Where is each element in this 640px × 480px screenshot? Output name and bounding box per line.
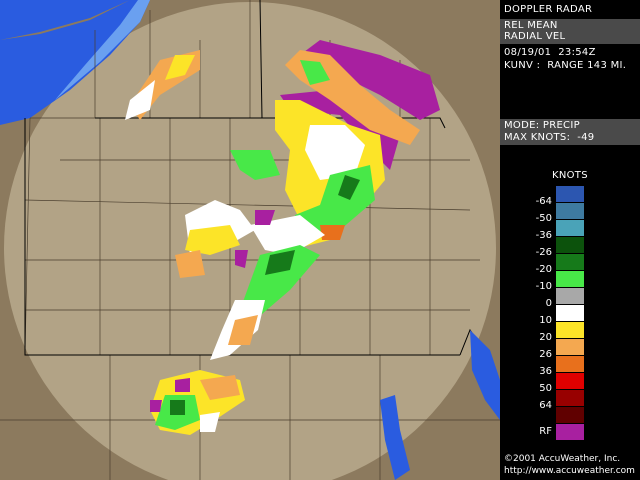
legend-label: -64 xyxy=(535,196,552,207)
datetime: 08/19/01 23:54Z xyxy=(504,47,596,58)
legend-swatch xyxy=(556,373,584,389)
legend-swatch xyxy=(556,186,584,202)
legend-swatch xyxy=(556,407,584,423)
state-boundaries xyxy=(24,0,481,356)
legend-label: 64 xyxy=(539,400,552,411)
legend-swatch xyxy=(556,390,584,406)
max-knots: MAX KNOTS: -49 xyxy=(504,132,595,143)
legend-label: 50 xyxy=(539,383,552,394)
product-line2: RADIAL VEL xyxy=(504,31,566,42)
legend-label: 26 xyxy=(539,349,552,360)
copyright: ©2001 AccuWeather, Inc. xyxy=(504,454,621,464)
legend-swatch xyxy=(556,220,584,236)
legend-label: -50 xyxy=(535,213,552,224)
lake-erie-shallow xyxy=(55,0,150,100)
legend-label: 0 xyxy=(545,298,552,309)
chesapeake-bay xyxy=(380,395,410,480)
legend-swatch xyxy=(556,322,584,338)
legend-swatch xyxy=(556,339,584,355)
station-range: KUNV : RANGE 143 MI. xyxy=(504,60,627,71)
legend-swatch xyxy=(556,254,584,270)
legend-swatch xyxy=(556,288,584,304)
legend-swatch xyxy=(556,203,584,219)
legend-label: 36 xyxy=(539,366,552,377)
lake-erie xyxy=(0,0,150,125)
legend-label: -36 xyxy=(535,230,552,241)
legend-swatch xyxy=(556,356,584,372)
mode: MODE: PRECIP xyxy=(504,120,580,131)
legend-swatch xyxy=(556,237,584,253)
legend-label: -20 xyxy=(535,264,552,275)
product-line1: REL MEAN xyxy=(504,20,558,31)
legend-label: -26 xyxy=(535,247,552,258)
legend-label: 10 xyxy=(539,315,552,326)
legend-label: -10 xyxy=(535,281,552,292)
legend-swatch xyxy=(556,305,584,321)
radar-map xyxy=(0,0,500,480)
legend-title: KNOTS xyxy=(552,170,588,181)
legend-label-rf: RF xyxy=(539,426,552,437)
panel-title: DOPPLER RADAR xyxy=(504,4,593,15)
delaware-bay xyxy=(470,330,500,420)
legend-label: 20 xyxy=(539,332,552,343)
url-link[interactable]: http://www.accuweather.com xyxy=(504,466,635,476)
product-band xyxy=(500,19,640,44)
legend-swatch xyxy=(556,424,584,440)
radar-echoes xyxy=(125,40,440,435)
mode-band xyxy=(500,119,640,145)
legend-swatch xyxy=(556,271,584,287)
